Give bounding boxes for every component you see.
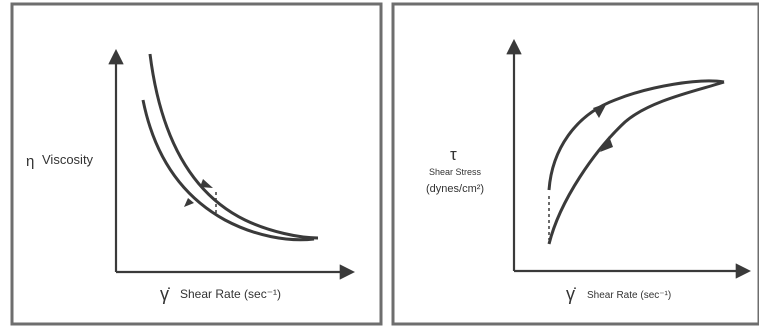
viscosity-panel: η Viscosity γ̇ Shear Rate (sec⁻¹) [10, 2, 383, 326]
viscosity-down-arrow-icon [200, 179, 213, 188]
viscosity-x-label: Shear Rate (sec⁻¹) [180, 287, 281, 301]
shear-stress-upper-curve [547, 79, 725, 191]
shear-stress-y-label-line1: Shear Stress [429, 167, 482, 177]
shear-stress-x-label: Shear Rate (sec⁻¹) [587, 290, 671, 301]
viscosity-upper-curve [148, 53, 319, 240]
shear-stress-lower-curve [547, 80, 725, 245]
shear-stress-panel-frame [391, 2, 759, 326]
viscosity-panel-frame [10, 2, 383, 326]
viscosity-lower-curve [141, 99, 315, 242]
viscosity-x-symbol: γ̇ [160, 284, 170, 304]
shear-stress-x-symbol: γ̇ [566, 284, 576, 304]
viscosity-up-arrow-icon [184, 198, 194, 207]
shear-stress-y-label-line2: (dynes/cm²) [426, 183, 484, 195]
shear-stress-y-symbol: τ [450, 145, 457, 164]
shear-stress-panel: τ Shear Stress (dynes/cm²) γ̇ Shear Rate… [391, 2, 759, 326]
viscosity-y-symbol: η [26, 153, 34, 170]
shear-stress-up-arrow-icon [593, 103, 607, 118]
viscosity-y-label: Viscosity [42, 152, 94, 167]
shear-stress-down-arrow-icon [600, 136, 613, 152]
